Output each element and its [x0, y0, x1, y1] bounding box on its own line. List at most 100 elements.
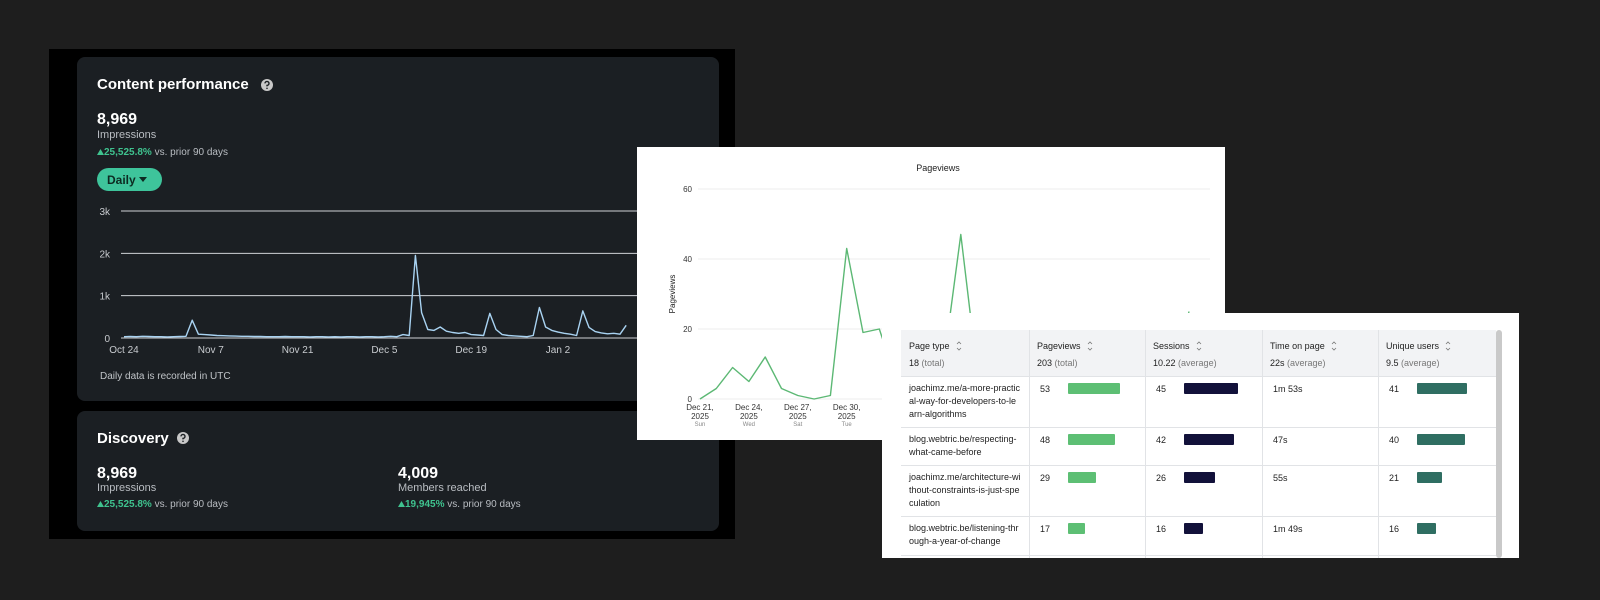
summary-value: 18: [909, 358, 920, 368]
page-path: joachimz.me/a-more-practical-way-for-dev…: [909, 383, 1021, 419]
sort-arrows: [1087, 341, 1092, 351]
change-value: 25,525.8%: [104, 499, 152, 510]
metric-value: 4,009: [398, 465, 439, 482]
sort-icon[interactable]: [1444, 340, 1452, 352]
cell-value: 16: [1156, 524, 1167, 534]
summary-value: 10.22: [1153, 358, 1176, 368]
sort-arrows: [1445, 341, 1451, 351]
up-arrow-shape: [97, 501, 104, 507]
row-divider: [901, 465, 1496, 466]
card-title: Content performance: [97, 76, 249, 93]
row-divider: [901, 427, 1496, 428]
change-row: 25,525.8% vs. prior 90 days: [97, 499, 228, 510]
impressions-value: 8,969: [97, 111, 138, 128]
column-name: Unique users: [1386, 341, 1440, 351]
metric-label: Impressions: [97, 482, 157, 494]
column-name: Pageviews: [1037, 341, 1081, 351]
column-summary: 10.22 (average): [1153, 358, 1217, 368]
column-header: Page type: [909, 340, 963, 352]
sort-arrows: [1331, 341, 1336, 351]
change-value: 25,525.8%: [104, 147, 152, 158]
change-label: vs. prior 90 days: [154, 147, 228, 158]
cell-value: 55s: [1273, 473, 1288, 483]
column-header: Pageviews: [1037, 340, 1094, 352]
cell-value: 16: [1389, 524, 1400, 534]
summary-note: (total): [1054, 358, 1078, 368]
row-divider: [901, 555, 1496, 556]
sort-icon[interactable]: [955, 340, 963, 352]
help-icon[interactable]: [177, 432, 189, 444]
cell-bar: [1068, 523, 1085, 534]
column-name: Sessions: [1153, 341, 1190, 351]
summary-note: (average): [1287, 358, 1326, 368]
cell-value: 42: [1156, 435, 1167, 445]
sort-icon[interactable]: [1330, 340, 1338, 352]
column-header: Time on page: [1270, 340, 1338, 352]
sort-icon[interactable]: [1195, 340, 1203, 352]
column-divider: [1262, 330, 1263, 558]
content-performance-card: Content performance 8,969 Impressions 25…: [77, 57, 719, 401]
up-arrow: [398, 501, 405, 507]
cell-bar: [1184, 383, 1238, 394]
sort-arrows: [956, 341, 961, 351]
column-summary: 9.5 (average): [1386, 358, 1440, 368]
row-divider: [901, 516, 1496, 517]
cell-bar: [1417, 523, 1437, 534]
up-arrow-shape: [398, 501, 405, 507]
change-row: 19,945% vs. prior 90 days: [398, 499, 521, 510]
cell-bar: [1068, 472, 1097, 483]
summary-note: (average): [1401, 358, 1440, 368]
discovery-card: Discovery 8,969 Impressions 25,525.8% vs. …: [77, 411, 719, 531]
cell-value: 47s: [1273, 435, 1288, 445]
cell-bar: [1417, 472, 1443, 483]
x-tick-weekday: Wed: [742, 422, 755, 428]
period-button-label: Daily: [107, 173, 136, 187]
x-tick-label: Dec 24, 2025: [735, 403, 763, 421]
cell-value: 21: [1389, 473, 1400, 483]
sort-arrows: [1196, 341, 1201, 351]
column-divider: [1378, 330, 1379, 558]
scrollbar[interactable]: [1496, 330, 1502, 558]
cell-bar: [1068, 383, 1120, 394]
column-summary: 203 (total): [1037, 358, 1078, 368]
metric-label: Members reached: [398, 482, 487, 494]
column-divider: [1145, 330, 1146, 558]
x-tick-label: Dec 27, 2025: [784, 403, 812, 421]
cell-value: 45: [1156, 384, 1167, 394]
cell-value: 1m 49s: [1273, 524, 1303, 534]
cell-value: 40: [1389, 435, 1400, 445]
summary-note: (total): [921, 358, 945, 368]
summary-value: 9.5: [1386, 358, 1399, 368]
impressions-label: Impressions: [97, 129, 157, 141]
change-value: 19,945%: [405, 499, 445, 510]
x-tick-weekday: Sun: [694, 422, 706, 428]
metric-value: 8,969: [97, 465, 138, 482]
column-name: Time on page: [1270, 341, 1325, 351]
cell-value: 1m 53s: [1273, 384, 1303, 394]
row-divider: [901, 376, 1496, 377]
cell-bar: [1417, 434, 1466, 445]
summary-note: (average): [1178, 358, 1217, 368]
cell-bar: [1417, 383, 1467, 394]
cell-bar: [1068, 434, 1116, 445]
summary-value: 22s: [1270, 358, 1285, 368]
column-header: Unique users: [1386, 340, 1452, 352]
change-row: 25,525.8% vs. prior 90 days: [97, 147, 228, 158]
cell-value: 48: [1040, 435, 1051, 445]
period-button[interactable]: Daily: [97, 168, 162, 191]
up-arrow: [97, 149, 104, 155]
caret: [139, 177, 147, 182]
table-header-bg: [901, 330, 1496, 376]
cell-value: 26: [1156, 473, 1167, 483]
column-name: Page type: [909, 341, 950, 351]
cell-value: 29: [1040, 473, 1051, 483]
sort-icon[interactable]: [1086, 340, 1094, 352]
column-summary: 22s (average): [1270, 358, 1326, 368]
change-label: vs. prior 90 days: [154, 499, 228, 510]
x-tick-weekday: Sat: [793, 422, 803, 428]
cell-value: 41: [1389, 384, 1400, 394]
cell-bar: [1184, 472, 1216, 483]
card-title: Discovery: [97, 430, 169, 447]
help-icon[interactable]: [261, 79, 273, 91]
